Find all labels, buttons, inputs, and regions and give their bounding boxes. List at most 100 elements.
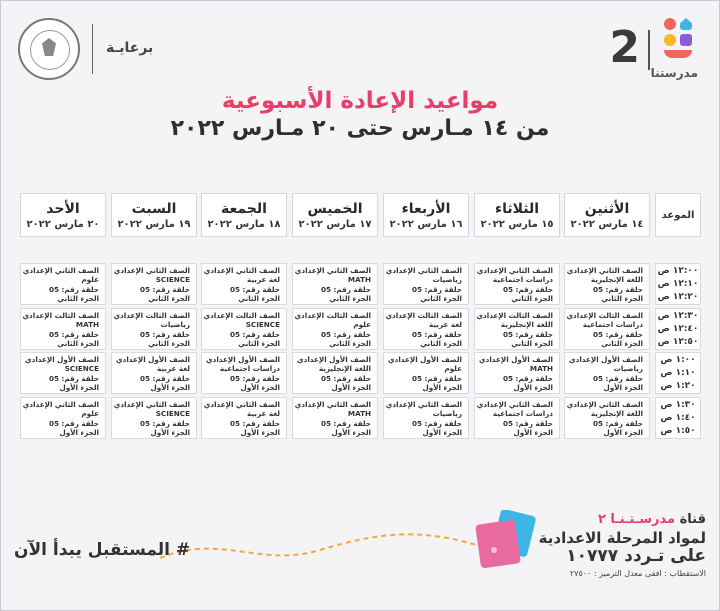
day-header: السبت ١٩ مارس ٢٠٢٢ [111,193,197,237]
subject-label: رياضيات [613,364,643,374]
part-label: الجزء الأول [59,427,99,437]
schedule-cell: الصف الثاني الإعدادي دراسات اجتماعية حلقة … [474,263,560,305]
grade-label: الصف الأول الإعدادي [297,355,371,364]
time-label: ١:٣٠ ص [660,400,696,410]
time-label: ١:٥٠ ص [660,426,696,436]
schedule-cell: الصف الثاني الإعدادي رياضيات حلقة رقم: 05 ا… [383,397,469,439]
part-label: الجزء الأول [150,427,190,437]
part-label: الجزء الأول [331,382,371,392]
package-illustration-icon [475,510,536,569]
part-label: الجزء الأول [422,427,462,437]
time-label: ١٢:٤٠ ص [657,324,699,334]
time-label: ١:١٠ ص [660,368,696,378]
day-name: الأربعاء [401,201,451,217]
day-date: ١٤ مارس ٢٠٢٢ [570,219,644,230]
episode-label: حلقة رقم: 05 [592,418,643,428]
schedule-cell: الصف الثالث الإعدادي SCIENCE حلقة رقم: 05 ا… [201,308,287,350]
page-subtitle: من ١٤ مـارس حتى ٢٠ مـارس ٢٠٢٢ [170,116,550,141]
part-label: الجزء الأول [240,427,280,437]
episode-label: حلقة رقم: 05 [592,329,643,339]
part-label: الجزء الثاني [238,293,280,303]
time-label: ١:٢٠ ص [660,381,696,391]
schedule-cell: الصف الثاني الإعدادي اللغة الإنجليزية حلقة… [564,263,650,305]
grade-label: الصف الثالث الإعدادي [22,311,99,320]
schedule-cell: الصف الثالث الإعدادي اللغة الإنجليزية حلقة… [474,308,560,350]
time-label: ١٢:٢٠ ص [657,292,699,302]
part-label: الجزء الثاني [148,293,190,303]
day-header: الخميس ١٧ مارس ٢٠٢٢ [292,193,378,237]
episode-label: حلقة رقم: 05 [502,418,553,428]
schedule-cell: الصف الثالث الإعدادي دراسات اجتماعية حلقة … [564,308,650,350]
part-label: الجزء الأول [331,427,371,437]
subject-label: علوم [81,275,99,285]
grade-label: الصف الأول الإعدادي [569,355,643,364]
time-label: ١:٤٠ ص [660,413,696,423]
schedule-cell: الصف الأول الإعدادي اللغة الإنجليزية حلقة … [292,352,378,394]
day-name: الأثنين [584,201,630,217]
part-label: الجزء الأول [603,382,643,392]
time-slot: ١٢:٠٠ ص ١٢:١٠ ص ١٢:٢٠ ص [655,263,701,305]
episode-label: حلقة رقم: 05 [411,329,462,339]
subject-label: SCIENCE [155,409,190,419]
subject-label: دراسات اجتماعية [582,320,643,330]
grade-label: الصف الثاني الإعدادي [113,266,190,275]
grade-label: الصف الثالث الإعدادي [203,311,280,320]
grade-label: الصف الأول الإعدادي [116,355,190,364]
subject-label: رياضيات [160,320,190,330]
subject-label: MATH [347,275,371,285]
episode-label: حلقة رقم: 05 [320,373,371,383]
schedule-cell: الصف الثاني الإعدادي SCIENCE حلقة رقم: 05 ا… [111,397,197,439]
grade-label: الصف الثاني الإعدادي [476,266,553,275]
schedule-cell: الصف الثاني الإعدادي SCIENCE حلقة رقم: 05 ا… [111,263,197,305]
time-label: ١:٠٠ ص [660,355,696,365]
schedule-cell: الصف الثالث الإعدادي علوم حلقة رقم: 05 الجز… [292,308,378,350]
part-label: الجزء الأول [150,382,190,392]
grade-label: الصف الثاني الإعدادي [203,400,280,409]
episode-label: حلقة رقم: 05 [229,284,280,294]
schedule-cell: الصف الثالث الإعدادي MATH حلقة رقم: 05 الجز… [20,308,106,350]
grade-label: الصف الثالث الإعدادي [294,311,371,320]
episode-label: حلقة رقم: 05 [48,373,99,383]
episode-label: حلقة رقم: 05 [411,418,462,428]
subject-label: علوم [81,409,99,419]
channel-technical-info: الاستقطاب : افقى معدل الترميز : ٢٧٥٠٠ [569,569,706,578]
subject-label: رياضيات [432,409,462,419]
day-name: الجمعة [221,201,267,217]
channel-subtitle: لمواد المرحلة الاعدادية [538,529,706,547]
subject-label: MATH [75,320,99,330]
part-label: الجزء الثاني [57,293,99,303]
subject-label: SCIENCE [245,320,280,330]
time-label: ١٢:٠٠ ص [657,266,699,276]
part-label: الجزء الثاني [329,338,371,348]
schedule-cell: الصف الثالث الإعدادي رياضيات حلقة رقم: 05 ا… [111,308,197,350]
part-label: الجزء الثاني [148,338,190,348]
part-label: الجزء الأول [240,382,280,392]
subject-label: MATH [529,364,553,374]
time-label: ١٢:٥٠ ص [657,337,699,347]
day-name: الخميس [307,201,363,217]
episode-label: حلقة رقم: 05 [48,284,99,294]
day-date: ١٥ مارس ٢٠٢٢ [480,219,554,230]
eagle-icon [42,38,56,56]
channel-prefix: قناة [679,512,706,527]
schedule-cell: الصف الأول الإعدادي SCIENCE حلقة رقم: 05 ال… [20,352,106,394]
subject-label: لغة عربية [429,320,462,330]
grade-label: الصف الثالث الإعدادي [385,311,462,320]
logo-smile-icon [664,50,692,58]
day-name: الأحد [46,201,80,217]
seal-ring [30,30,70,70]
grade-label: الصف الثالث الإعدادي [476,311,553,320]
subject-label: اللغة الإنجليزية [500,320,553,330]
logo-tile-icon [680,34,692,46]
grade-label: الصف الأول الإعدادي [388,355,462,364]
part-label: الجزء الثاني [511,338,553,348]
episode-label: حلقة رقم: 05 [502,284,553,294]
episode-label: حلقة رقم: 05 [502,329,553,339]
schedule-cell: الصف الثاني الإعدادي علوم حلقة رقم: 05 الجز… [20,397,106,439]
episode-label: حلقة رقم: 05 [229,418,280,428]
episode-label: حلقة رقم: 05 [502,373,553,383]
subject-label: دراسات اجتماعية [492,409,553,419]
subject-label: علوم [353,320,371,330]
grade-label: الصف الأول الإعدادي [206,355,280,364]
subject-label: علوم [444,364,462,374]
